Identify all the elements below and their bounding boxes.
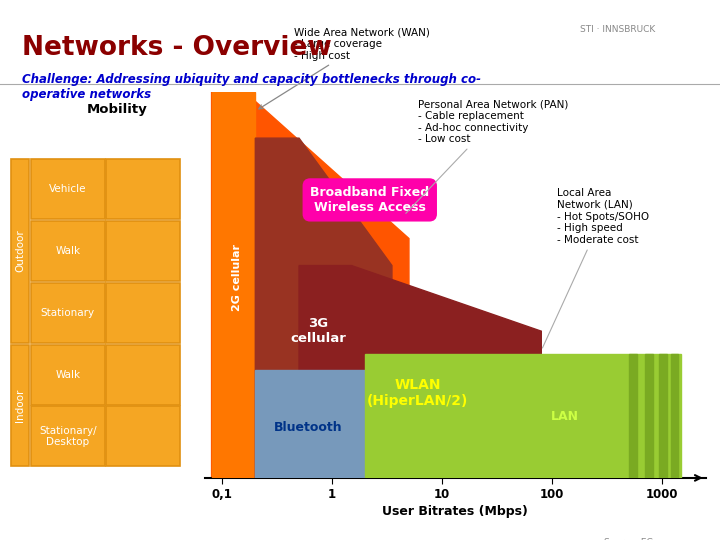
- Polygon shape: [365, 354, 681, 478]
- Text: Local Area
Network (LAN)
- Hot Spots/SOHO
- High speed
- Moderate cost: Local Area Network (LAN) - Hot Spots/SOH…: [542, 188, 649, 348]
- Text: WLAN
(HiperLAN/2): WLAN (HiperLAN/2): [367, 378, 468, 408]
- Text: Stationary: Stationary: [41, 308, 95, 318]
- Polygon shape: [660, 354, 667, 478]
- Text: Wide Area Network (WAN)
- Large coverage
- High cost: Wide Area Network (WAN) - Large coverage…: [259, 28, 430, 109]
- Bar: [107, 407, 180, 467]
- Bar: [31, 345, 104, 404]
- Text: Challenge: Addressing ubiquity and capacity bottlenecks through co-
operative ne: Challenge: Addressing ubiquity and capac…: [22, 73, 481, 101]
- Polygon shape: [212, 92, 409, 478]
- Polygon shape: [212, 92, 256, 478]
- Bar: [107, 283, 180, 343]
- Text: 3G
cellular: 3G cellular: [290, 317, 346, 345]
- Polygon shape: [256, 138, 392, 478]
- Text: Mobility: Mobility: [87, 103, 148, 117]
- Text: Personal Area Network (PAN)
- Cable replacement
- Ad-hoc connectivity
- Low cost: Personal Area Network (PAN) - Cable repl…: [406, 99, 568, 213]
- Polygon shape: [670, 354, 678, 478]
- Text: Stationary/
Desktop: Stationary/ Desktop: [39, 426, 96, 447]
- X-axis label: User Bitrates (Mbps): User Bitrates (Mbps): [382, 505, 528, 518]
- Bar: [31, 159, 104, 219]
- Text: STI · INNSBRUCK: STI · INNSBRUCK: [580, 25, 655, 34]
- Bar: [11, 159, 30, 343]
- Text: ▲: ▲: [534, 21, 553, 44]
- Polygon shape: [299, 266, 541, 478]
- Bar: [31, 407, 104, 467]
- Text: Indoor: Indoor: [15, 389, 25, 422]
- Text: Broadband Fixed
Wireless Access: Broadband Fixed Wireless Access: [310, 186, 429, 214]
- Text: Source: EC: Source: EC: [604, 538, 653, 540]
- Polygon shape: [645, 354, 653, 478]
- Bar: [107, 221, 180, 281]
- Bar: [31, 283, 104, 343]
- Text: Walk: Walk: [55, 246, 81, 256]
- Bar: [11, 345, 30, 467]
- Text: LAN: LAN: [551, 410, 578, 423]
- Bar: [31, 221, 104, 281]
- Text: 2G cellular: 2G cellular: [232, 244, 241, 310]
- Text: Outdoor: Outdoor: [15, 230, 25, 273]
- Bar: [107, 345, 180, 404]
- Text: www.sti-innsbruck.at: www.sti-innsbruck.at: [7, 522, 109, 531]
- Text: Vehicle: Vehicle: [49, 184, 86, 194]
- Text: Bluetooth: Bluetooth: [274, 421, 342, 434]
- Bar: [107, 159, 180, 219]
- Polygon shape: [256, 370, 365, 478]
- Polygon shape: [629, 354, 636, 478]
- Text: Walk: Walk: [55, 369, 81, 380]
- Text: Networks - Overview: Networks - Overview: [22, 35, 331, 61]
